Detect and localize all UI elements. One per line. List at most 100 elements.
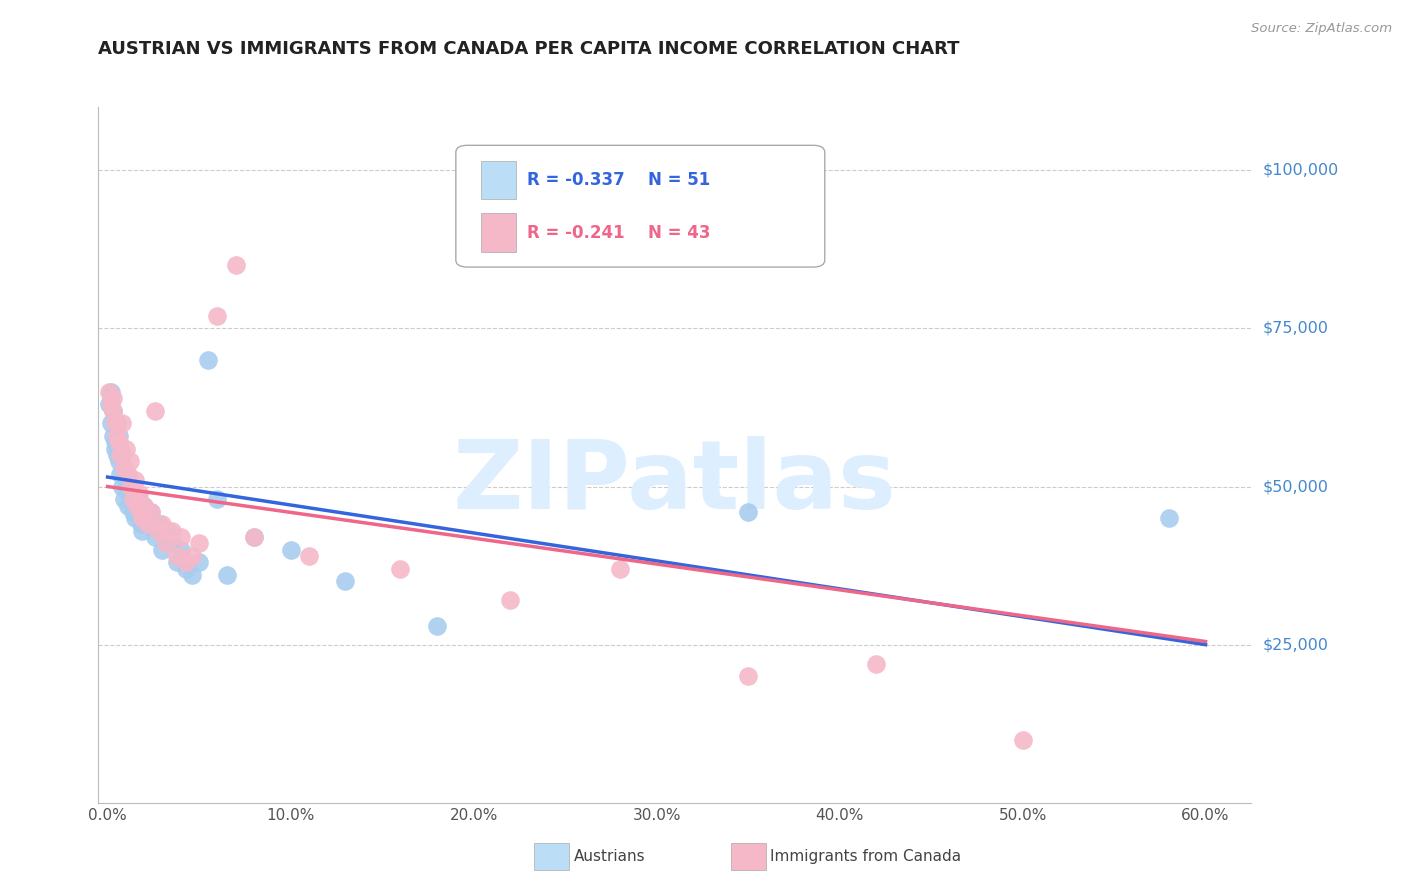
Bar	[481, 161, 516, 199]
Point	[118, 454, 141, 468]
Point	[188, 536, 211, 550]
Point	[98, 384, 121, 399]
Text: ZIPatlas: ZIPatlas	[453, 436, 897, 529]
Point	[115, 442, 138, 456]
Point	[174, 556, 197, 570]
Text: Austrians: Austrians	[574, 849, 645, 863]
Point	[207, 492, 229, 507]
Point	[105, 417, 128, 431]
Point	[499, 593, 522, 607]
Point	[105, 429, 128, 443]
Point	[100, 417, 122, 431]
Point	[152, 542, 174, 557]
Point	[101, 403, 124, 417]
Point	[426, 618, 449, 632]
Point	[136, 517, 159, 532]
Text: R = -0.337: R = -0.337	[527, 170, 626, 189]
Point	[98, 397, 121, 411]
Point	[389, 562, 412, 576]
Point	[110, 448, 132, 462]
Point	[120, 479, 142, 493]
Point	[148, 524, 170, 538]
Point	[101, 391, 124, 405]
Point	[152, 517, 174, 532]
Point	[134, 499, 156, 513]
Point	[131, 524, 153, 538]
Point	[101, 403, 124, 417]
Point	[215, 568, 238, 582]
Point	[188, 556, 211, 570]
Bar	[481, 213, 516, 252]
Point	[180, 549, 202, 563]
Point	[1157, 511, 1180, 525]
Point	[134, 499, 156, 513]
Point	[136, 517, 159, 532]
Point	[117, 499, 139, 513]
Point	[104, 442, 127, 456]
Point	[129, 505, 152, 519]
Point	[128, 486, 150, 500]
Point	[609, 562, 631, 576]
Point	[207, 309, 229, 323]
Point	[120, 492, 142, 507]
Point	[124, 511, 146, 525]
Point	[110, 442, 132, 456]
Point	[124, 473, 146, 487]
Point	[122, 505, 145, 519]
Point	[225, 258, 247, 272]
Point	[148, 517, 170, 532]
Point	[143, 403, 166, 417]
Point	[243, 530, 266, 544]
Point	[107, 454, 129, 468]
Point	[335, 574, 357, 589]
Text: $25,000: $25,000	[1263, 637, 1329, 652]
Point	[118, 479, 141, 493]
Point	[141, 505, 163, 519]
Point	[131, 511, 153, 525]
Point	[101, 429, 124, 443]
Text: AUSTRIAN VS IMMIGRANTS FROM CANADA PER CAPITA INCOME CORRELATION CHART: AUSTRIAN VS IMMIGRANTS FROM CANADA PER C…	[98, 40, 960, 58]
Point	[115, 467, 138, 481]
Point	[112, 460, 135, 475]
Point	[141, 505, 163, 519]
Point	[865, 657, 887, 671]
Point	[111, 479, 134, 493]
Point	[737, 669, 759, 683]
Point	[170, 530, 193, 544]
Point	[117, 486, 139, 500]
Text: N = 51: N = 51	[648, 170, 710, 189]
Point	[104, 435, 127, 450]
Point	[166, 556, 188, 570]
Text: $100,000: $100,000	[1263, 163, 1339, 178]
Point	[112, 460, 135, 475]
Point	[115, 479, 138, 493]
Point	[166, 549, 188, 563]
Point	[122, 492, 145, 507]
Point	[107, 429, 129, 443]
Text: Immigrants from Canada: Immigrants from Canada	[770, 849, 962, 863]
Point	[107, 435, 129, 450]
Point	[105, 448, 128, 462]
Point	[197, 353, 219, 368]
Point	[737, 505, 759, 519]
Point	[243, 530, 266, 544]
Point	[1011, 732, 1033, 747]
Point	[112, 492, 135, 507]
Point	[100, 384, 122, 399]
Point	[156, 524, 179, 538]
Text: R = -0.241: R = -0.241	[527, 224, 624, 242]
Point	[111, 448, 134, 462]
Point	[110, 467, 132, 481]
Point	[143, 530, 166, 544]
Point	[174, 562, 197, 576]
Point	[104, 417, 127, 431]
Point	[160, 536, 183, 550]
Point	[280, 542, 302, 557]
Text: Source: ZipAtlas.com: Source: ZipAtlas.com	[1251, 22, 1392, 36]
Text: N = 43: N = 43	[648, 224, 711, 242]
Text: $75,000: $75,000	[1263, 321, 1329, 336]
Point	[128, 492, 150, 507]
Point	[129, 517, 152, 532]
Point	[170, 542, 193, 557]
Point	[100, 397, 122, 411]
